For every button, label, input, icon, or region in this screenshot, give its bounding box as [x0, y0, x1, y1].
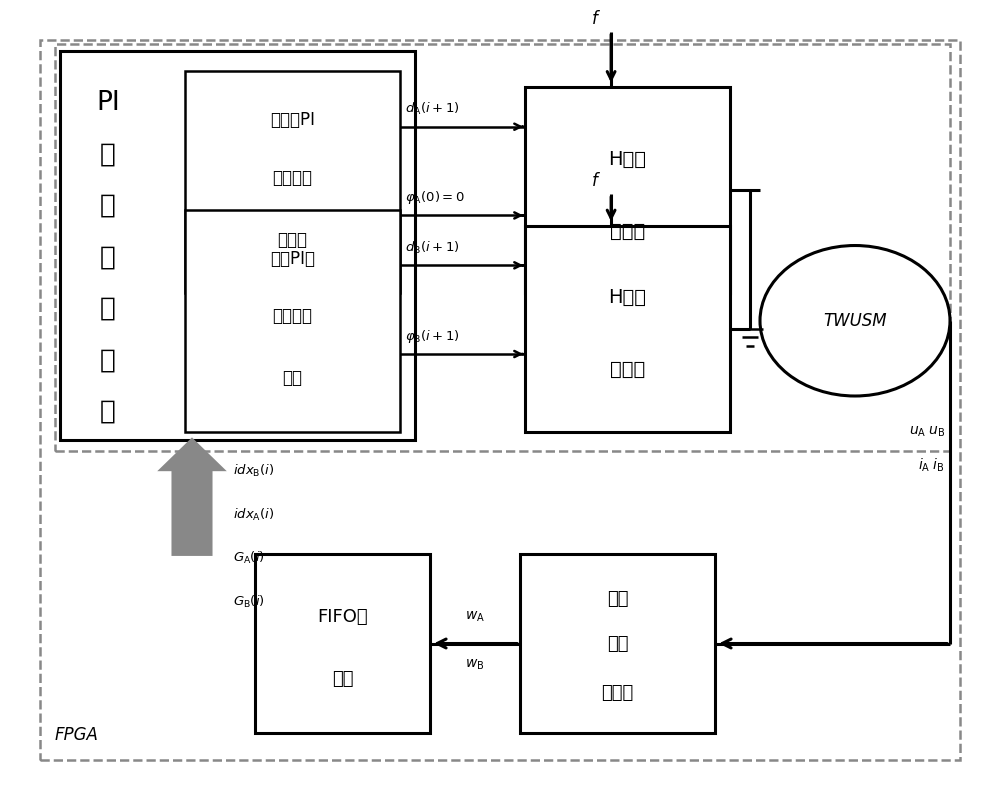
Text: $\varphi_{\rm A}(0){=}0$: $\varphi_{\rm A}(0){=}0$: [405, 189, 465, 206]
Text: 观测器: 观测器: [601, 684, 634, 703]
Text: $d_{\rm B}(i+1)$: $d_{\rm B}(i+1)$: [405, 240, 460, 256]
Text: $w_{\rm A}$: $w_{\rm A}$: [465, 609, 485, 624]
Text: $G_{\rm B}(i)$: $G_{\rm B}(i)$: [233, 594, 265, 610]
Text: $f$: $f$: [591, 172, 601, 190]
Text: 制器: 制器: [283, 369, 302, 387]
Text: 迭代学习: 迭代学习: [272, 169, 312, 187]
Text: 学: 学: [100, 245, 116, 270]
Text: $\varphi_{\rm B}(i+1)$: $\varphi_{\rm B}(i+1)$: [405, 328, 460, 345]
Text: 习: 习: [100, 296, 116, 322]
Text: 储器: 储器: [332, 670, 353, 688]
FancyArrow shape: [161, 440, 223, 554]
Bar: [525, 87, 730, 293]
Text: H桥驱: H桥驱: [609, 150, 647, 169]
Bar: [55, 44, 950, 451]
Text: 控: 控: [100, 348, 116, 373]
Text: $w_{\rm B}$: $w_{\rm B}$: [465, 657, 485, 672]
Bar: [255, 554, 430, 733]
Text: 代学习控: 代学习控: [272, 307, 312, 326]
Text: 控制器: 控制器: [278, 230, 308, 249]
Circle shape: [760, 246, 950, 396]
Text: $d_{\rm A}(i+1)$: $d_{\rm A}(i+1)$: [405, 101, 460, 117]
Text: 动电路: 动电路: [610, 360, 645, 379]
Bar: [520, 554, 715, 733]
Text: $G_{\rm A}(i)$: $G_{\rm A}(i)$: [233, 550, 265, 566]
Bar: [60, 51, 415, 440]
Text: FPGA: FPGA: [55, 726, 99, 744]
Text: PI: PI: [96, 90, 120, 116]
Text: 模态: 模态: [607, 634, 628, 653]
Text: 代: 代: [100, 193, 116, 219]
Text: $f$: $f$: [591, 10, 601, 28]
Text: $u_{\rm A}\;u_{\rm B}$: $u_{\rm A}\;u_{\rm B}$: [909, 425, 945, 439]
Text: $i_{\rm A}\;i_{\rm B}$: $i_{\rm A}\;i_{\rm B}$: [918, 457, 945, 474]
Text: TWUSM: TWUSM: [823, 312, 887, 329]
Bar: [525, 226, 730, 432]
Bar: [185, 210, 400, 432]
Text: 相位PI迭: 相位PI迭: [270, 249, 315, 268]
Text: H桥驱: H桥驱: [609, 288, 647, 307]
Text: 振动: 振动: [607, 590, 628, 608]
Text: 占空比PI: 占空比PI: [270, 111, 315, 129]
Bar: [185, 71, 400, 293]
Text: 制: 制: [100, 399, 116, 425]
Text: $idx_{\rm A}(i)$: $idx_{\rm A}(i)$: [233, 507, 274, 523]
Text: 迭: 迭: [100, 142, 116, 167]
Text: 动电路: 动电路: [610, 222, 645, 241]
Text: FIFO存: FIFO存: [317, 607, 368, 626]
Text: $idx_{\rm B}(i)$: $idx_{\rm B}(i)$: [233, 463, 274, 479]
